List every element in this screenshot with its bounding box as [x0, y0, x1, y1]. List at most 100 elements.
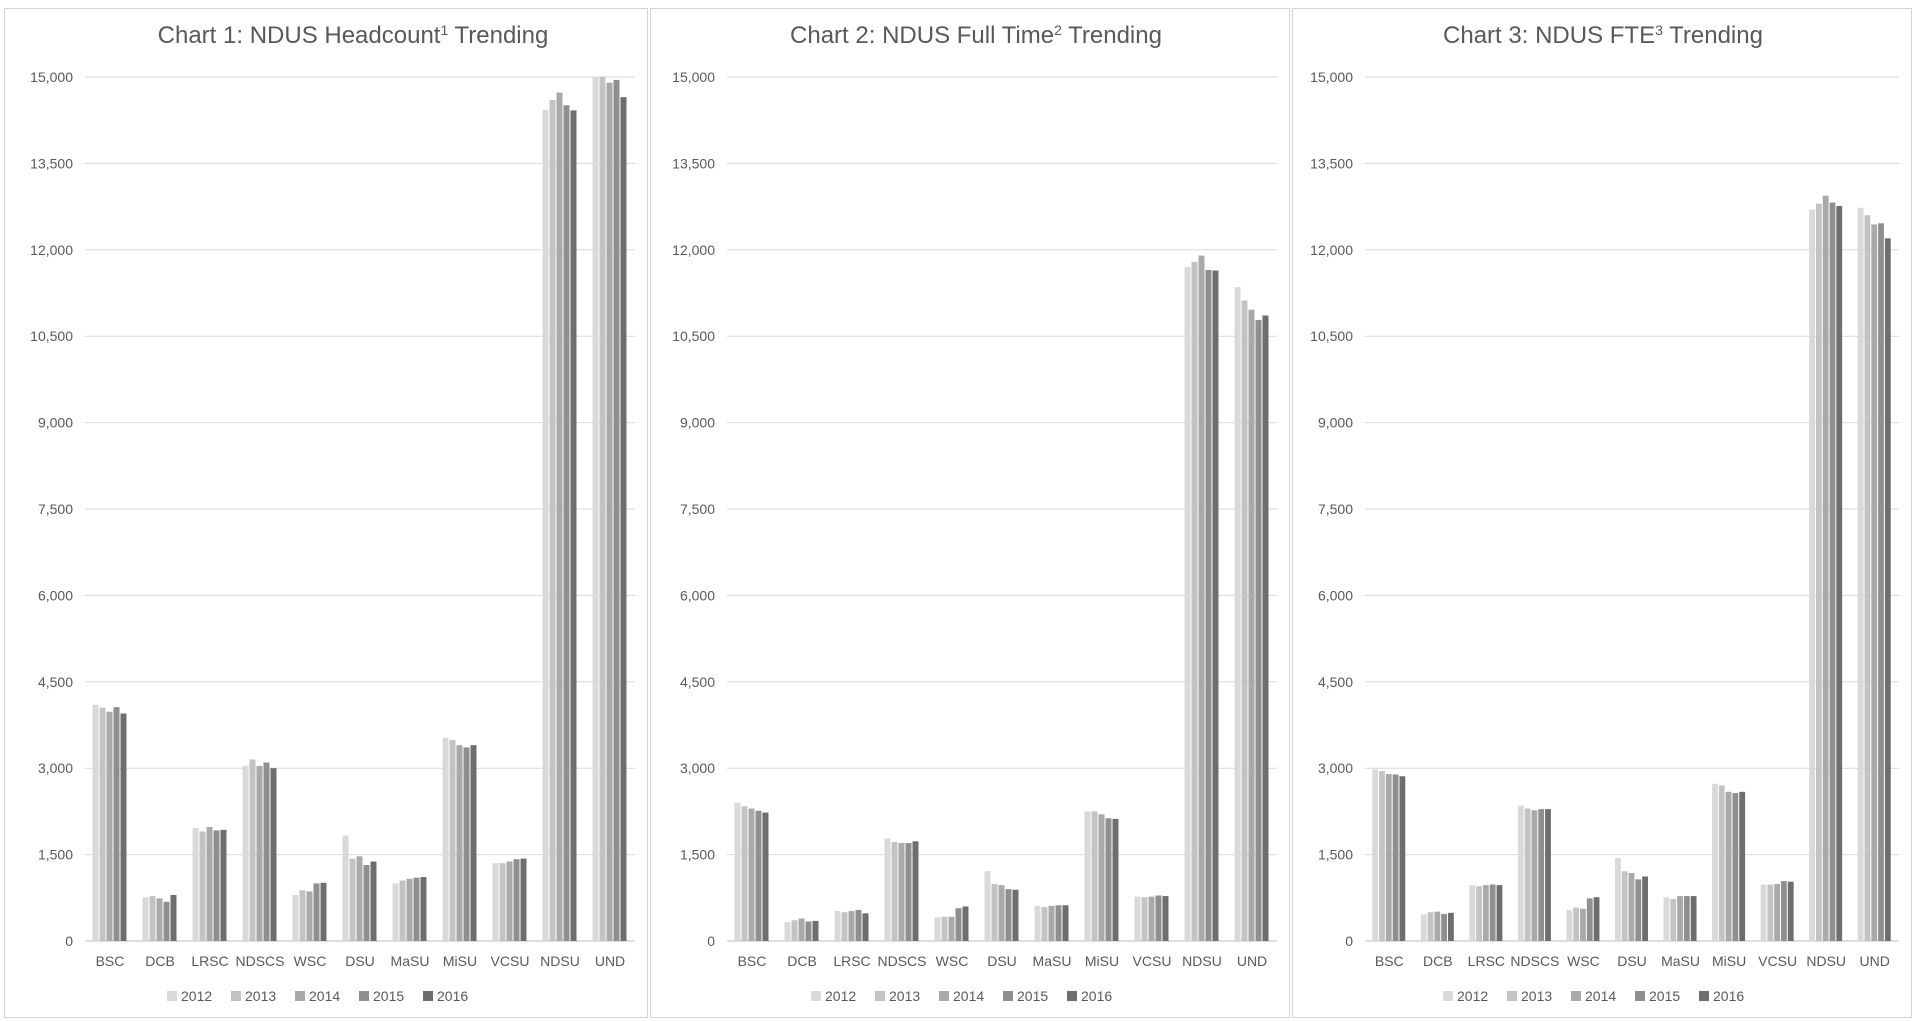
bar-dcb-2015 — [805, 921, 812, 941]
bar-vcsu-2014 — [1148, 896, 1155, 941]
bar-dsu-2012 — [342, 835, 349, 941]
bar-misu-2014 — [1725, 791, 1732, 941]
bar-lrsc-2016 — [220, 829, 227, 941]
chart-title-tail: Trending — [1062, 22, 1162, 49]
bar-masu-2016 — [1062, 905, 1069, 941]
bar-lrsc-2014 — [1482, 885, 1489, 941]
chart-title-main: Chart 2: NDUS Full Time — [790, 22, 1054, 49]
bar-masu-2012 — [392, 883, 399, 941]
legend-swatch — [295, 991, 305, 1001]
bar-misu-2012 — [1084, 811, 1091, 941]
y-tick-label: 0 — [65, 933, 73, 949]
x-tick-label: NDSU — [1182, 953, 1222, 969]
bar-dsu-2014 — [998, 885, 1005, 941]
x-tick-label: NDSU — [540, 953, 580, 969]
y-tick-label: 12,000 — [672, 242, 715, 258]
bar-misu-2013 — [1718, 785, 1725, 941]
bar-dsu-2016 — [1012, 889, 1019, 941]
legend-label: 2013 — [889, 988, 920, 1004]
bar-vcsu-2016 — [1162, 896, 1169, 941]
bar-masu-2012 — [1034, 905, 1041, 941]
x-tick-label: DCB — [145, 953, 175, 969]
bar-vcsu-2014 — [506, 861, 513, 941]
y-tick-label: 13,500 — [1310, 155, 1353, 171]
y-tick-label: 1,500 — [38, 847, 73, 863]
bar-lrsc-2012 — [192, 828, 199, 941]
chart-2-panel: Chart 2: NDUS Full Time2 Trending 0 1,500 3… — [650, 8, 1290, 1018]
chart-3-svg: Chart 3: NDUS FTE3 Trending 0 1,500 3,000 4,… — [1310, 22, 1899, 1004]
bar-bsc-2012 — [92, 704, 99, 941]
bar-ndscs-2015 — [905, 843, 912, 941]
legend-swatch — [1699, 991, 1709, 1001]
bar-bsc-2016 — [1399, 776, 1406, 941]
bar-dcb-2016 — [1448, 912, 1454, 941]
bar-dsu-2015 — [363, 864, 370, 941]
bar-lrsc-2012 — [1469, 885, 1476, 941]
bar-bsc-2013 — [741, 806, 748, 941]
y-tick-label: 7,500 — [1318, 501, 1353, 517]
bar-ndsu-2016 — [1836, 206, 1843, 942]
x-tick-label: DCB — [787, 953, 817, 969]
bar-vcsu-2015 — [513, 859, 520, 941]
legend-label: 2014 — [953, 988, 984, 1004]
legend-label: 2012 — [1457, 988, 1488, 1004]
x-tick-label: BSC — [96, 953, 125, 969]
legend-swatch — [1443, 991, 1453, 1001]
bar-masu-2013 — [1041, 907, 1048, 941]
bar-vcsu-2015 — [1781, 881, 1787, 941]
bar-dcb-2013 — [149, 896, 156, 941]
bar-lrsc-2014 — [206, 826, 213, 941]
bar-und-2012 — [592, 77, 599, 941]
chart-2-svg: Chart 2: NDUS Full Time2 Trending 0 1,500 3… — [672, 22, 1277, 1004]
y-tick-label: 6,000 — [680, 587, 715, 603]
y-tick-label: 12,000 — [30, 242, 73, 258]
bar-dsu-2014 — [356, 856, 363, 941]
bar-vcsu-2013 — [499, 863, 506, 941]
bar-und-2014 — [1871, 224, 1878, 941]
x-tick-label: MiSU — [443, 953, 477, 969]
x-tick-label: BSC — [1375, 953, 1404, 969]
y-tick-label: 1,500 — [1318, 847, 1353, 863]
x-tick-label: DSU — [1617, 953, 1647, 969]
bar-lrsc-2015 — [855, 909, 862, 941]
y-tick-label: 4,500 — [38, 674, 73, 690]
bar-masu-2015 — [1055, 905, 1062, 941]
bar-wsc-2012 — [934, 917, 941, 941]
y-tick-label: 15,000 — [30, 69, 73, 85]
chart-3-panel: Chart 3: NDUS FTE3 Trending 0 1,500 3,000 4,… — [1292, 8, 1912, 1018]
x-tick-label: NDSCS — [877, 953, 926, 969]
chart-title: Chart 1: NDUS Headcount1 Trending — [158, 22, 549, 49]
bar-wsc-2015 — [1586, 898, 1593, 941]
chart-title-tail: Trending — [1663, 22, 1763, 49]
bar-vcsu-2014 — [1774, 883, 1781, 941]
bar-bsc-2013 — [99, 707, 106, 941]
bar-wsc-2016 — [962, 906, 969, 941]
bar-masu-2014 — [406, 878, 413, 941]
bar-masu-2014 — [1048, 905, 1055, 941]
legend-label: 2016 — [1713, 988, 1744, 1004]
bar-ndscs-2014 — [1531, 810, 1538, 941]
bar-ndsu-2015 — [563, 105, 570, 941]
bar-dsu-2014 — [1628, 873, 1635, 941]
bar-wsc-2013 — [1573, 907, 1580, 941]
x-tick-label: MaSU — [1661, 953, 1700, 969]
bar-vcsu-2016 — [1787, 881, 1794, 941]
bar-bsc-2016 — [120, 713, 127, 941]
bar-dcb-2012 — [1420, 914, 1427, 941]
bar-lrsc-2016 — [862, 913, 869, 941]
bar-ndscs-2013 — [1524, 808, 1531, 941]
legend-swatch — [1635, 991, 1645, 1001]
bar-und-2015 — [1878, 223, 1884, 941]
legend-swatch — [423, 991, 433, 1001]
legend-swatch — [1571, 991, 1581, 1001]
chart-title-superscript: 2 — [1054, 22, 1062, 38]
bar-ndsu-2013 — [549, 100, 556, 942]
bar-und-2013 — [1864, 215, 1871, 942]
bar-vcsu-2013 — [1141, 897, 1148, 941]
bar-lrsc-2015 — [213, 830, 220, 941]
bar-wsc-2014 — [1580, 908, 1586, 941]
bar-ndscs-2012 — [242, 765, 249, 941]
bar-dsu-2012 — [1615, 858, 1621, 941]
bar-masu-2015 — [413, 877, 420, 941]
bar-ndsu-2012 — [542, 109, 549, 941]
